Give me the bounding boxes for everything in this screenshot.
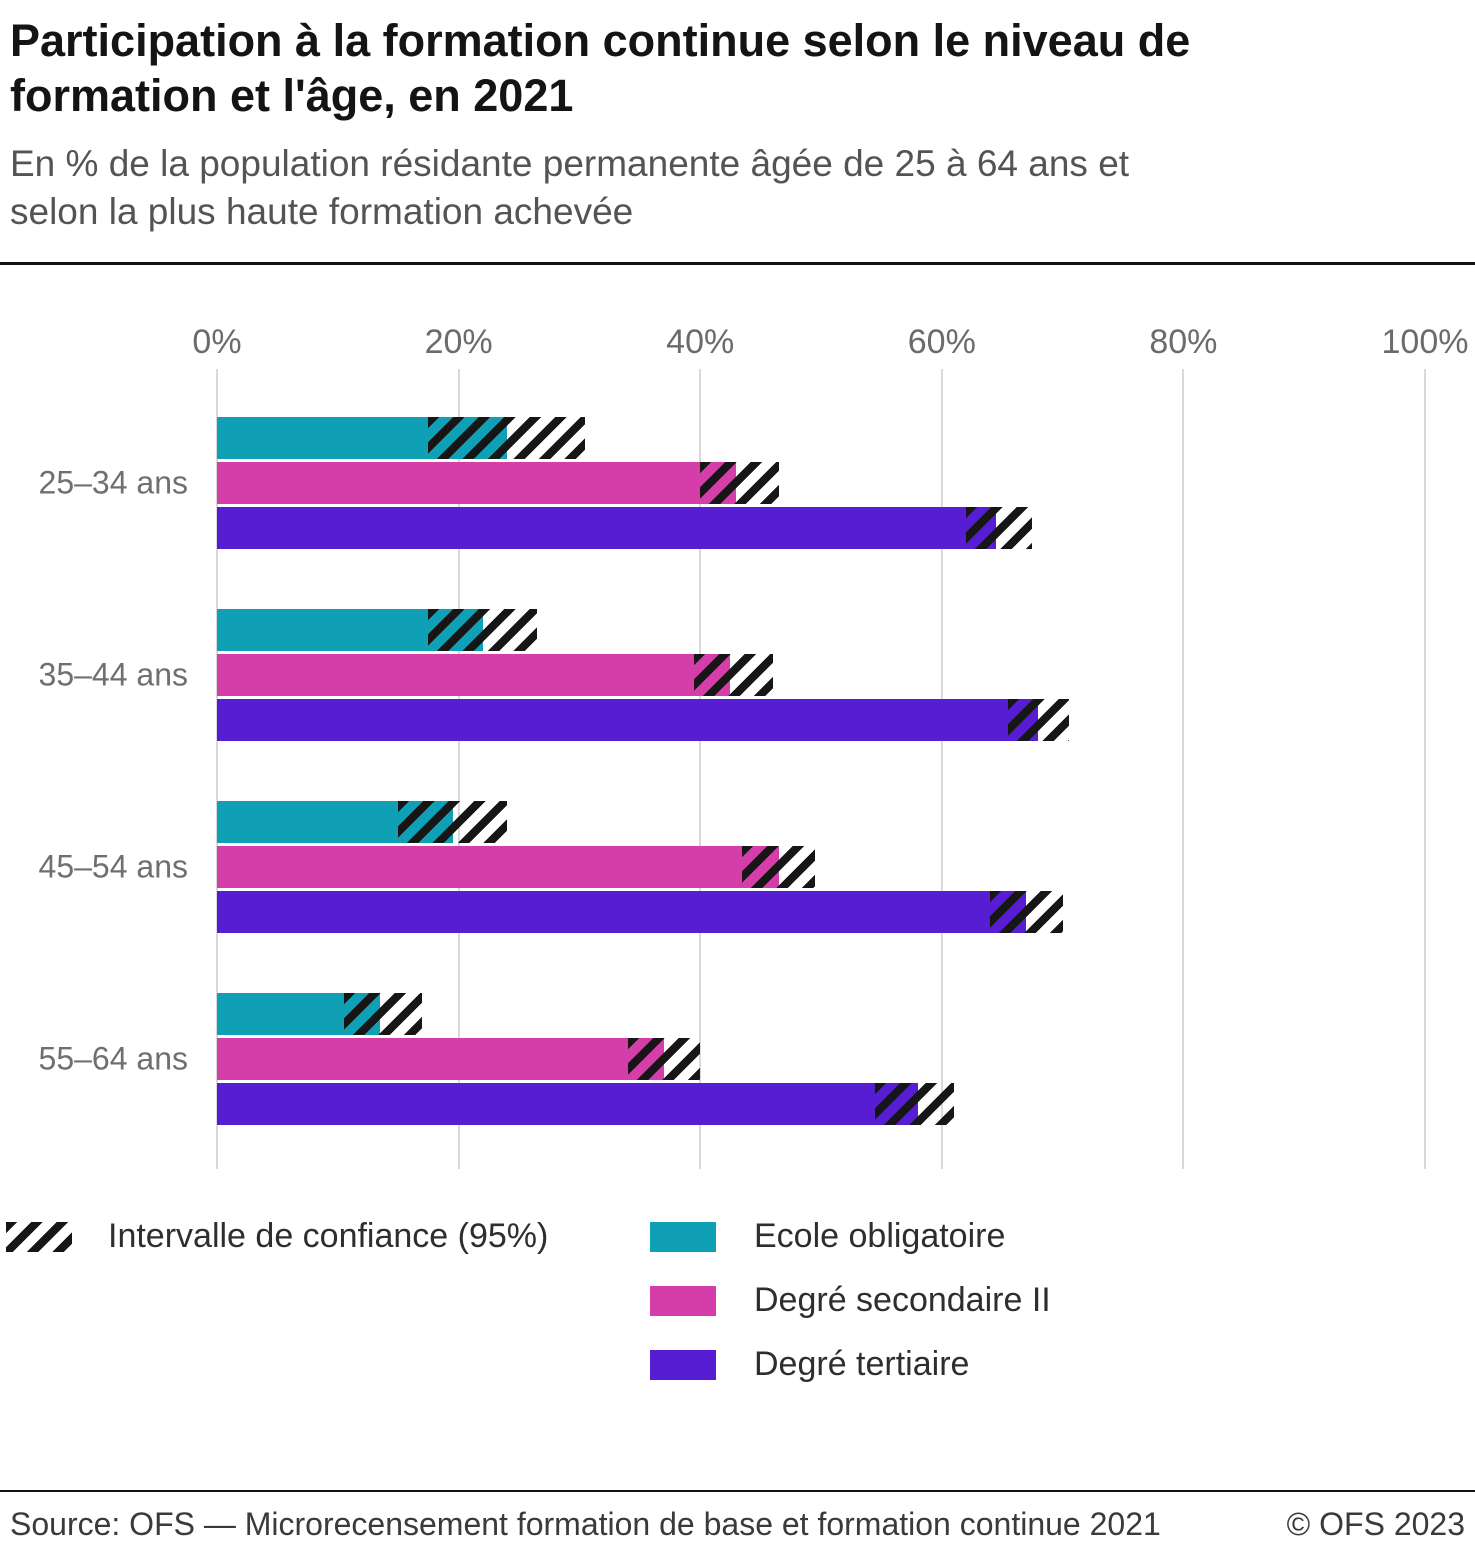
category-label: 35–44 ans [38, 656, 188, 693]
page-title: Participation à la formation continue se… [10, 15, 1191, 121]
source-note: Source: OFS — Microrecensement formation… [10, 1506, 1161, 1542]
bar-row [217, 1037, 1425, 1080]
confidence-interval [428, 608, 538, 651]
bar-degr-tertiaire [217, 1082, 918, 1125]
legend: Intervalle de confiance (95%) Ecole obli… [0, 1217, 1475, 1383]
header-divider [0, 261, 1475, 265]
legend-swatch [650, 1221, 716, 1252]
gridline [1424, 368, 1426, 1169]
legend-swatch [650, 1285, 716, 1316]
bar-row [217, 653, 1425, 696]
bar-degr-secondaire-ii [217, 653, 731, 696]
age-group: 45–54 ans [39, 800, 1425, 933]
legend-item-label: Degré tertiaire [754, 1345, 970, 1384]
gridline [216, 368, 218, 1169]
category-label: 55–64 ans [38, 1040, 188, 1077]
bar-degr-tertiaire [217, 698, 1039, 741]
tick-label: 20% [424, 322, 493, 361]
x-axis: 0% 20% 40% 60% 80% 100% [192, 322, 1468, 369]
gridline [1182, 368, 1185, 1169]
ci-hatch-swatch [6, 1221, 72, 1252]
ci-label: Intervalle de confiance (95%) [108, 1217, 549, 1256]
confidence-interval [700, 461, 779, 504]
copyright-note: © OFS 2023 [1286, 1506, 1465, 1542]
bar-row [217, 506, 1425, 549]
legend-swatch [650, 1349, 716, 1380]
tick-label: 0% [192, 322, 242, 361]
bar-row [217, 461, 1425, 504]
tick-label: 40% [666, 322, 735, 361]
gridline [457, 368, 460, 1169]
confidence-interval [990, 890, 1063, 933]
chart-subtitle: En % de la population résidante permanen… [10, 142, 1130, 232]
age-group: 55–64 ans [39, 992, 1425, 1125]
confidence-interval [398, 800, 507, 843]
confidence-interval [742, 845, 815, 888]
legend-ci-item: Intervalle de confiance (95%) [6, 1217, 650, 1255]
legend-item: Degré tertiaire [650, 1345, 1051, 1383]
bar-row [217, 845, 1425, 888]
confidence-interval [875, 1082, 954, 1125]
category-label: 45–54 ans [38, 848, 188, 885]
gridlines [216, 368, 1426, 1169]
tick-label: 100% [1381, 322, 1469, 361]
legend-item-label: Degré secondaire II [754, 1281, 1051, 1320]
confidence-interval [428, 416, 586, 459]
bar-groups: 25–34 ans 35–44 ans 45–54 ans 55–64 ans [39, 416, 1425, 1125]
chart-header: Participation à la formation continue se… [0, 0, 1475, 236]
tick-label: 80% [1149, 322, 1218, 361]
bar-chart: 0% 20% 40% 60% 80% 100% 25–34 ans 35–44 ans 45–… [0, 323, 1475, 1169]
bar-row [217, 1082, 1425, 1125]
age-group: 25–34 ans [39, 416, 1425, 549]
gridline [699, 368, 702, 1169]
confidence-interval [1008, 698, 1069, 741]
confidence-interval [694, 653, 773, 696]
bar-row [217, 890, 1425, 933]
category-label: 25–34 ans [38, 464, 188, 501]
confidence-interval [965, 506, 1033, 549]
footer: Source: OFS — Microrecensement formation… [0, 1490, 1475, 1561]
bar-degr-secondaire-ii [217, 845, 779, 888]
bar-degr-tertiaire [217, 506, 997, 549]
confidence-interval [627, 1037, 701, 1080]
bar-degr-secondaire-ii [217, 461, 737, 504]
bar-degr-secondaire-ii [217, 1037, 664, 1080]
plot-area: 25–34 ans 35–44 ans 45–54 ans 55–64 ans [39, 368, 1426, 1169]
bar-degr-tertiaire [217, 890, 1027, 933]
bar-row [217, 992, 1425, 1035]
legend-item: Degré secondaire II [650, 1281, 1051, 1319]
legend-series: Ecole obligatoire Degré secondaire II Degr… [650, 1217, 1051, 1383]
tick-label: 60% [907, 322, 976, 361]
legend-item-label: Ecole obligatoire [754, 1217, 1006, 1256]
confidence-interval [343, 992, 423, 1035]
bar-row [217, 800, 1425, 843]
bar-row [217, 608, 1425, 651]
legend-item: Ecole obligatoire [650, 1217, 1051, 1255]
bar-row [217, 698, 1425, 741]
gridline [940, 368, 943, 1169]
age-group: 35–44 ans [39, 608, 1425, 741]
bar-row [217, 416, 1425, 459]
